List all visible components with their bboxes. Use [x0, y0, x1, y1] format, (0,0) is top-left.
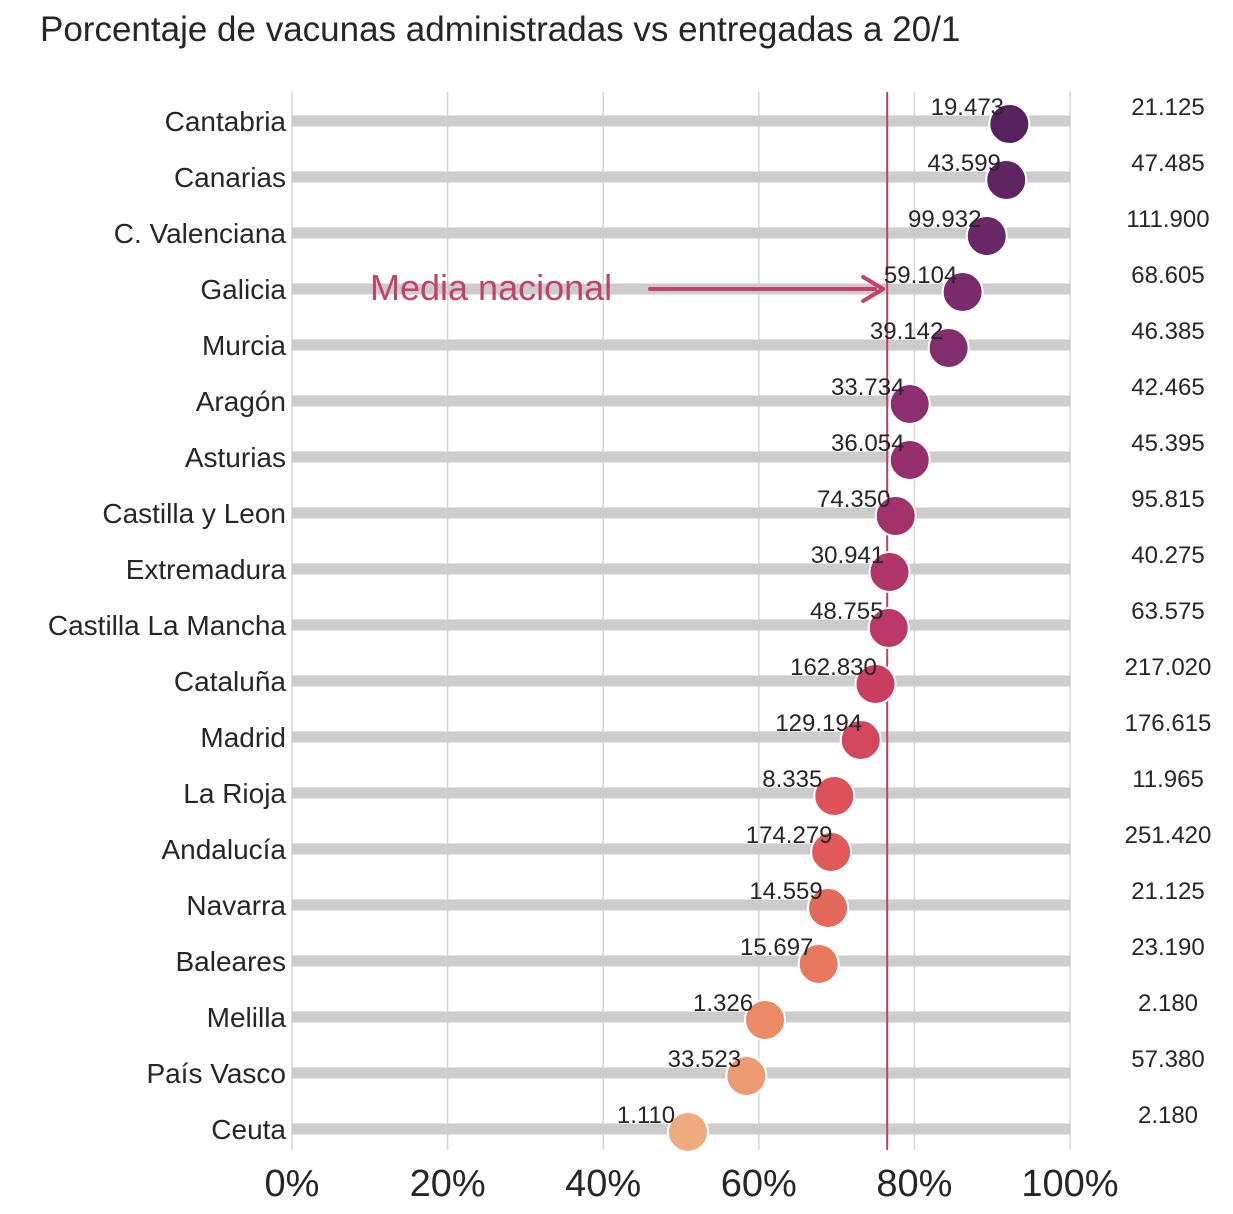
administered-label: 74.350: [817, 486, 890, 513]
category-label: País Vasco: [146, 1058, 286, 1089]
data-point: [744, 999, 787, 1041]
category-label: Canarias: [174, 162, 286, 193]
administered-label: 14.559: [749, 878, 822, 905]
delivered-label: 40.275: [1131, 542, 1204, 569]
delivered-label: 63.575: [1131, 598, 1204, 625]
category-label: Cataluña: [174, 666, 287, 697]
category-label: Navarra: [186, 890, 286, 921]
delivered-label: 111.900: [1126, 206, 1209, 233]
data-point: [965, 215, 1008, 257]
delivered-label: 47.485: [1131, 150, 1204, 177]
category-label: Andalucía: [161, 834, 286, 865]
delivered-label: 21.125: [1131, 94, 1204, 121]
delivered-label: 68.605: [1131, 262, 1204, 289]
category-label: C. Valenciana: [114, 218, 287, 249]
administered-label: 39.142: [870, 318, 943, 345]
data-point: [888, 439, 931, 481]
category-label: Asturias: [185, 442, 286, 473]
category-label: La Rioja: [183, 778, 286, 809]
administered-label: 15.697: [740, 934, 813, 961]
data-point: [807, 887, 850, 929]
x-tick-label: 40%: [565, 1163, 641, 1205]
data-point: [797, 943, 840, 985]
category-label: Galicia: [200, 274, 286, 305]
data-point: [839, 719, 882, 761]
administered-label: 1.326: [693, 990, 753, 1017]
administered-label: 48.755: [810, 598, 883, 625]
administered-label: 36.054: [831, 430, 904, 457]
chart-title: Porcentaje de vacunas administradas vs e…: [40, 10, 961, 49]
delivered-label: 57.380: [1131, 1046, 1204, 1073]
delivered-label: 217.020: [1125, 654, 1212, 681]
category-label: Murcia: [202, 330, 286, 361]
delivered-label: 11.965: [1132, 766, 1204, 793]
x-tick-label: 100%: [1021, 1163, 1118, 1205]
category-label: Ceuta: [211, 1114, 286, 1145]
administered-label: 33.523: [668, 1046, 741, 1073]
administered-label: 33.734: [831, 374, 904, 401]
data-point: [874, 495, 917, 537]
delivered-label: 42.465: [1131, 374, 1204, 401]
category-label: Baleares: [175, 946, 286, 977]
data-point: [868, 551, 911, 593]
administered-label: 59.104: [884, 262, 957, 289]
data-point: [988, 103, 1031, 145]
delivered-label: 23.190: [1131, 934, 1204, 961]
delivered-label: 2.180: [1138, 1102, 1198, 1129]
delivered-label: 95.815: [1131, 486, 1204, 513]
administered-label: 174.279: [746, 822, 833, 849]
data-point: [888, 383, 931, 425]
administered-label: 30.941: [811, 542, 884, 569]
delivered-label: 176.615: [1125, 710, 1212, 737]
delivered-label: 46.385: [1131, 318, 1204, 345]
x-tick-label: 60%: [721, 1163, 797, 1205]
administered-label: 19.473: [931, 94, 1004, 121]
administered-label: 43.599: [928, 150, 1001, 177]
administered-label: 129.194: [775, 710, 862, 737]
category-label: Extremadura: [126, 554, 287, 585]
data-point: [725, 1055, 768, 1097]
x-tick-label: 0%: [265, 1163, 320, 1205]
data-point: [927, 327, 970, 369]
category-label: Melilla: [207, 1002, 287, 1033]
category-label: Castilla La Mancha: [48, 610, 287, 641]
administered-label: 99.932: [908, 206, 981, 233]
x-tick-label: 20%: [410, 1163, 486, 1205]
delivered-label: 2.180: [1138, 990, 1198, 1017]
data-point: [854, 663, 897, 705]
label-layer: 0% 20% 40% 60% 80% 100% Cantabria 19.473 21.125 C…: [48, 94, 1212, 1205]
data-point: [813, 775, 856, 817]
delivered-label: 45.395: [1131, 430, 1204, 457]
data-point: [867, 607, 910, 649]
administered-label: 1.110: [617, 1102, 675, 1129]
delivered-label: 21.125: [1131, 878, 1204, 905]
category-label: Castilla y Leon: [102, 498, 286, 529]
administered-label: 162.830: [790, 654, 877, 681]
category-label: Aragón: [196, 386, 286, 417]
category-label: Madrid: [200, 722, 286, 753]
delivered-label: 251.420: [1125, 822, 1212, 849]
annotation-label: Media nacional: [370, 267, 612, 308]
data-point: [985, 159, 1028, 201]
point-layer: [667, 103, 1031, 1153]
x-tick-label: 80%: [876, 1163, 952, 1205]
category-label: Cantabria: [165, 106, 287, 137]
data-point: [941, 271, 984, 313]
data-point: [810, 831, 853, 873]
administered-label: 8.335: [762, 766, 822, 793]
annotation-arrowhead: [861, 275, 886, 303]
data-point: [667, 1111, 710, 1153]
